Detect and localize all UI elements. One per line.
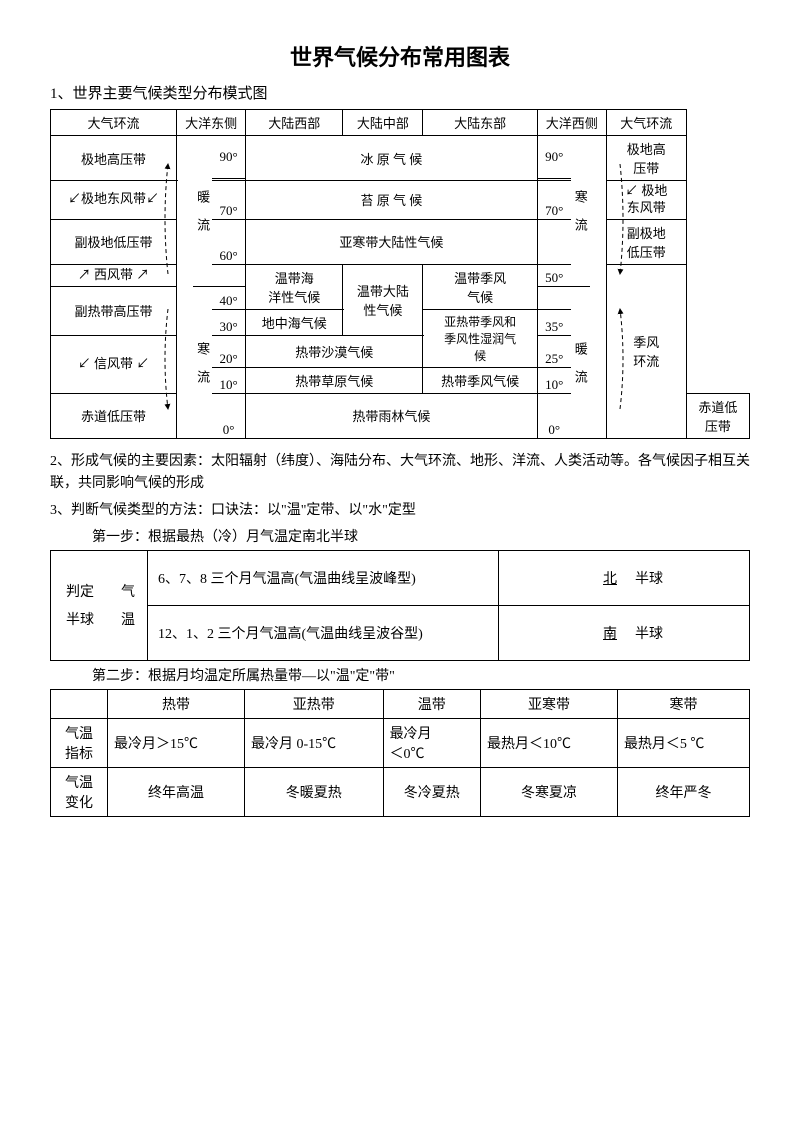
- belt-polar-high-l: 极地高压带: [51, 136, 177, 181]
- climate-temp-monsoon: 温带季风 气候: [423, 264, 537, 309]
- step2-label: 第二步：根据月均温定所属热量带—以"温"定"带": [92, 665, 750, 685]
- cold-current-right: 寒 流: [571, 136, 590, 287]
- lat-90-l: 90°: [212, 136, 246, 179]
- t2-r2-suf: 半球: [635, 627, 663, 642]
- t3-row2: 气温 变化 终年高温 冬暖夏热 冬冷夏热 冬寒夏凉 终年严冬: [51, 767, 750, 816]
- t3-row1: 气温 指标 最冷月＞15℃ 最冷月 0-15℃ 最冷月 ＜0℃ 最热月＜10℃ …: [51, 718, 750, 767]
- t3-r1c5: 最热月＜5 ℃: [617, 718, 749, 767]
- belt-subpolar-low-r: 副极地 低压带: [606, 219, 686, 264]
- climate-distribution-diagram: 大气环流 大洋东侧 大陆西部 大陆中部 大陆东部 大洋西侧 大气环流 极地高压带…: [50, 109, 750, 439]
- climate-continental: 温带大陆 性气候: [343, 264, 423, 335]
- t2-r1-suf: 半球: [635, 572, 663, 587]
- t2-m2: 温: [113, 609, 143, 629]
- t3-r2c5: 终年严冬: [617, 767, 749, 816]
- lat-10-r: 10°: [537, 367, 571, 393]
- warm-current-left: 暖 流: [193, 136, 212, 287]
- lat-0-l: 0°: [212, 393, 246, 438]
- climate-savanna: 热带草原气候: [246, 367, 423, 393]
- lat-30-l: 30°: [212, 309, 246, 335]
- t3-h3: 温带: [383, 689, 480, 718]
- t2-m1: 气: [113, 581, 143, 601]
- climate-subarctic: 亚寒带大陆性气候: [246, 219, 538, 264]
- t2-r2-ans: 南: [585, 623, 635, 643]
- t3-r2c1: 终年高温: [108, 767, 245, 816]
- t3-h2: 亚热带: [244, 689, 383, 718]
- step1-label: 第一步：根据最热（冷）月气温定南北半球: [92, 526, 750, 546]
- hdr-atmos-left: 大气环流: [51, 110, 177, 136]
- belt-equatorial-low-r: 赤道低 压带: [686, 393, 749, 438]
- lat-70-r: 70°: [537, 181, 571, 220]
- lat-40-l: 40°: [212, 286, 246, 309]
- west-ocean-gap: [590, 136, 607, 439]
- belt-subpolar-low-l: 副极地低压带: [51, 219, 177, 264]
- lat-25-r: 25°: [537, 335, 571, 367]
- heat-zone-table: 热带 亚热带 温带 亚寒带 寒带 气温 指标 最冷月＞15℃ 最冷月 0-15℃…: [50, 689, 750, 817]
- section2-text: 2、形成气候的主要因素：太阳辐射（纬度）、海陆分布、大气环流、地形、洋流、人类活…: [50, 451, 750, 496]
- climate-desert: 热带沙漠气候: [246, 335, 423, 367]
- belt-subtropical-high-l: 副热带高压带: [51, 286, 177, 335]
- warm-current-right: 暖 流: [571, 286, 590, 438]
- climate-tundra: 苔 原 气 候: [246, 181, 538, 220]
- t3-r2c3: 冬冷夏热: [383, 767, 480, 816]
- t2-l2: 半球: [55, 609, 105, 629]
- t3-r1c4: 最热月＜10℃: [480, 718, 617, 767]
- t3-r2c4: 冬寒夏凉: [480, 767, 617, 816]
- t3-r1c1: 最冷月＞15℃: [108, 718, 245, 767]
- diagram-header-row: 大气环流 大洋东侧 大陆西部 大陆中部 大陆东部 大洋西侧 大气环流: [51, 110, 750, 136]
- lat-60-l: 60°: [212, 219, 246, 264]
- belt-westerlies-l: ↗ 西风带 ↗: [51, 264, 177, 286]
- belt-trades-l: ↙ 信风带 ↙: [51, 335, 177, 393]
- climate-ice: 冰 原 气 候: [246, 136, 538, 181]
- section1-heading: 1、世界主要气候类型分布模式图: [50, 82, 750, 103]
- section3-text: 3、判断气候类型的方法：口诀法：以"温"定带、以"水"定型: [50, 500, 750, 522]
- t3-h4: 亚寒带: [480, 689, 617, 718]
- t3-r2c2: 冬暖夏热: [244, 767, 383, 816]
- climate-marine: 温带海 洋性气候: [246, 264, 343, 309]
- lat-50-r: 50°: [537, 264, 571, 286]
- t3-r1c2: 最冷月 0-15℃: [244, 718, 383, 767]
- t3-r1c0: 气温 指标: [51, 718, 108, 767]
- climate-rainforest: 热带雨林气候: [246, 393, 538, 438]
- climate-subtrop-monsoon: 亚热带季风和 季风性湿润气 候: [423, 309, 537, 367]
- cold-current-left: 寒 流: [193, 286, 212, 438]
- lat-90-r: 90°: [537, 136, 571, 179]
- t3-r2c0: 气温 变化: [51, 767, 108, 816]
- t2-l1: 判定: [55, 581, 105, 601]
- belt-equatorial-low-l: 赤道低压带: [51, 393, 177, 438]
- belt-monsoon-r: 季风 环流: [606, 264, 686, 438]
- t3-r1c3: 最冷月 ＜0℃: [383, 718, 480, 767]
- hdr-land-mid: 大陆中部: [343, 110, 423, 136]
- t3-h1: 热带: [108, 689, 245, 718]
- hdr-ocean-east: 大洋东侧: [177, 110, 246, 136]
- page-title: 世界气候分布常用图表: [50, 40, 750, 72]
- t2-r1-ans: 北: [585, 568, 635, 588]
- lat-0-r: 0°: [537, 393, 571, 438]
- belt-polar-high-r: 极地高 压带: [606, 136, 686, 181]
- belt-polar-easterlies-l: ↙极地东风带↙: [51, 181, 177, 220]
- t2-r2: 12、1、2 三个月气温高(气温曲线呈波谷型): [148, 605, 499, 660]
- climate-trop-monsoon: 热带季风气候: [423, 367, 537, 393]
- lat-70-l: 70°: [212, 181, 246, 220]
- hdr-land-east: 大陆东部: [423, 110, 537, 136]
- t3-h0: [51, 689, 108, 718]
- t3-header-row: 热带 亚热带 温带 亚寒带 寒带: [51, 689, 750, 718]
- t3-h5: 寒带: [617, 689, 749, 718]
- climate-med: 地中海气候: [246, 309, 343, 335]
- hdr-ocean-west: 大洋西侧: [537, 110, 606, 136]
- belt-polar-easterlies-r: ↙ 极地 东风带: [606, 181, 686, 220]
- lat-35-r: 35°: [537, 309, 571, 335]
- hdr-land-west: 大陆西部: [246, 110, 343, 136]
- t2-r1: 6、7、8 三个月气温高(气温曲线呈波峰型): [148, 550, 499, 605]
- hdr-atmos-right: 大气环流: [606, 110, 686, 136]
- hemisphere-table: 判定 半球 气 温 6、7、8 三个月气温高(气温曲线呈波峰型) 北半球 12、…: [50, 550, 750, 661]
- lat-20-l: 20°: [212, 335, 246, 367]
- east-ocean-gap: [177, 136, 194, 439]
- lat-10-l: 10°: [212, 367, 246, 393]
